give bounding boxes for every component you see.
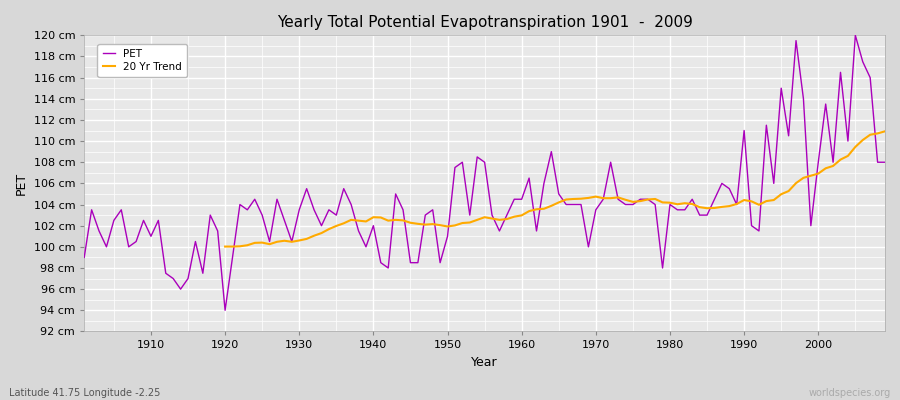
20 Yr Trend [850, 144, 860, 149]
Y-axis label: PET: PET [15, 172, 28, 195]
Text: Latitude 41.75 Longitude -2.25: Latitude 41.75 Longitude -2.25 [9, 388, 160, 398]
PET [850, 33, 860, 38]
PET [353, 228, 364, 233]
X-axis label: Year: Year [472, 356, 498, 369]
PET [309, 208, 320, 212]
Line: 20 Yr Trend: 20 Yr Trend [225, 131, 885, 246]
PET [879, 160, 890, 165]
20 Yr Trend [309, 233, 320, 238]
PET [524, 176, 535, 180]
PET [613, 197, 624, 202]
20 Yr Trend [220, 244, 230, 249]
Legend: PET, 20 Yr Trend: PET, 20 Yr Trend [97, 44, 187, 77]
PET [138, 218, 148, 223]
PET [517, 197, 527, 202]
20 Yr Trend [680, 201, 690, 206]
20 Yr Trend [783, 189, 794, 194]
20 Yr Trend [420, 222, 431, 227]
Text: worldspecies.org: worldspecies.org [809, 388, 891, 398]
Title: Yearly Total Potential Evapotranspiration 1901  -  2009: Yearly Total Potential Evapotranspiratio… [276, 15, 692, 30]
Line: PET: PET [85, 35, 885, 310]
PET [220, 308, 230, 313]
PET [79, 255, 90, 260]
20 Yr Trend [879, 129, 890, 134]
20 Yr Trend [769, 198, 779, 202]
